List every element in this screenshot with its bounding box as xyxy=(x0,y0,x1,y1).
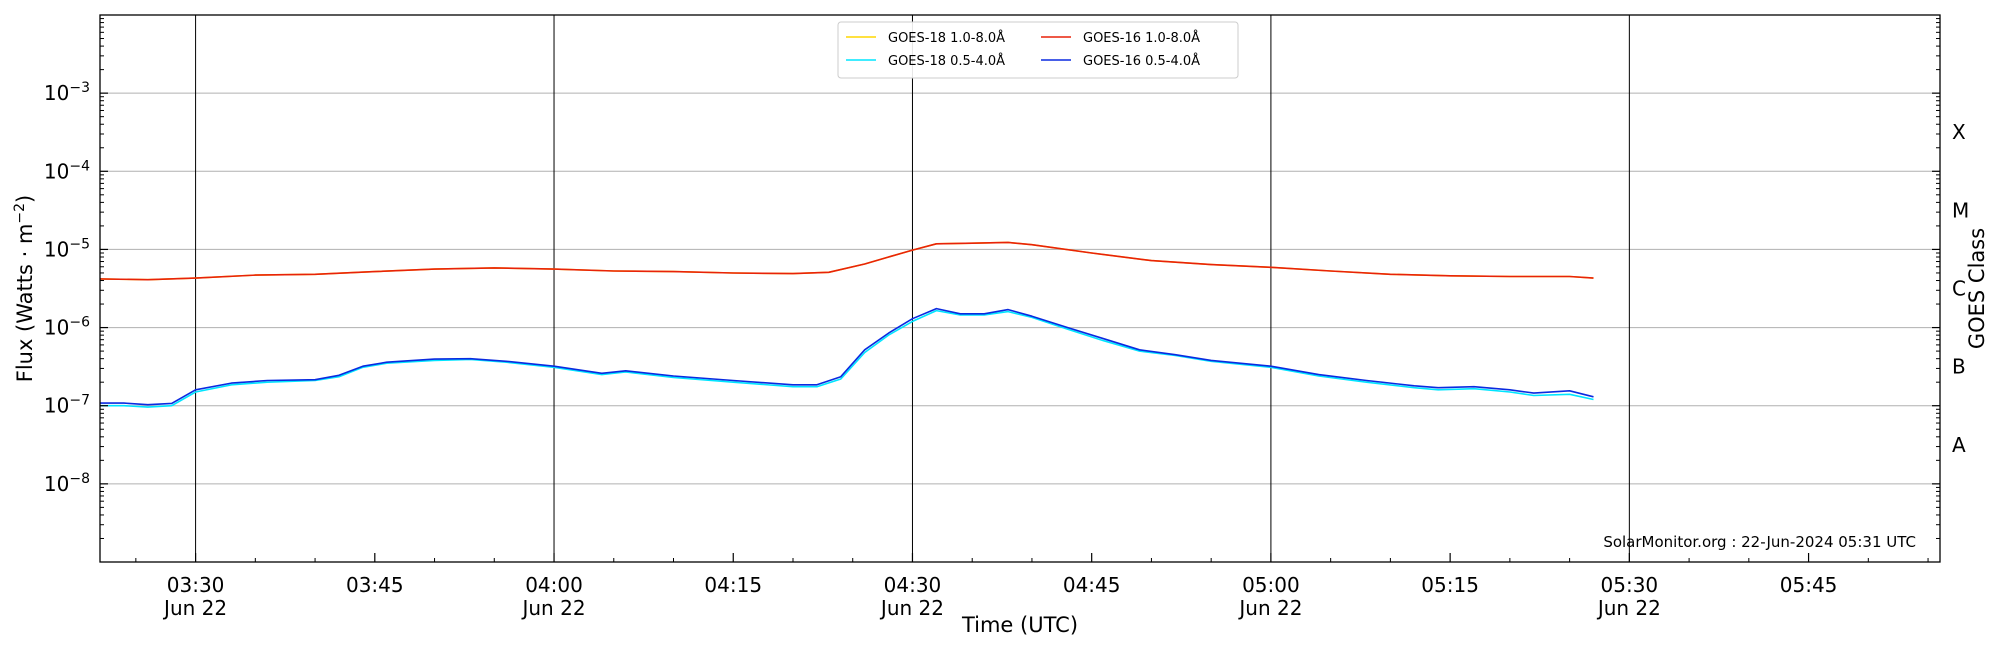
y-tick-exponent: −6 xyxy=(69,315,90,331)
y-tick-label: 10−6 xyxy=(44,315,90,340)
series-line xyxy=(100,309,1594,408)
x-tick-label: 05:15 xyxy=(1421,573,1479,597)
series-layer xyxy=(99,241,1594,408)
x-tick-label: 03:30 xyxy=(167,573,225,597)
x-tick-label: 04:30 xyxy=(884,573,942,597)
series-line xyxy=(99,241,1594,281)
y-tick-exponent: −3 xyxy=(69,80,90,96)
x-tick-date-label: Jun 22 xyxy=(162,596,227,620)
y-tick-exponent: −5 xyxy=(69,236,90,252)
y-tick-label: 10−4 xyxy=(44,158,90,183)
y-tick-exponent: −4 xyxy=(69,158,90,174)
y-tick-label: 10−3 xyxy=(44,80,90,105)
y-tick-base: 10 xyxy=(44,316,69,340)
y-axis-label: Flux (Watts · m−2) xyxy=(12,195,37,383)
x-tick-label: 04:15 xyxy=(704,573,762,597)
series-line xyxy=(100,307,1594,406)
y-tick-base: 10 xyxy=(44,394,69,418)
legend-entry-label: GOES-18 1.0-8.0Å xyxy=(888,30,1005,46)
y-axis-label-main: Flux (Watts · m xyxy=(13,224,37,383)
x-tick-label: 05:30 xyxy=(1601,573,1659,597)
goes-class-label: C xyxy=(1952,277,1966,301)
goes-class-label: M xyxy=(1952,198,1969,222)
credit-text: SolarMonitor.org : 22-Jun-2024 05:31 UTC xyxy=(1603,533,1916,551)
x-tick-date-label: Jun 22 xyxy=(879,596,944,620)
grid-layer xyxy=(100,15,1940,562)
y-tick-base: 10 xyxy=(44,81,69,105)
x-tick-date-label: Jun 22 xyxy=(520,596,585,620)
y-tick-label: 10−7 xyxy=(44,393,90,418)
y-tick-label: 10−8 xyxy=(44,471,90,496)
y-tick-exponent: −8 xyxy=(69,471,90,487)
plot-frame xyxy=(99,14,1941,563)
x-axis-label: Time (UTC) xyxy=(961,613,1078,637)
y-tick-exponent: −7 xyxy=(69,393,90,409)
x-tick-date-label: Jun 22 xyxy=(1596,596,1661,620)
x-tick-label: 05:00 xyxy=(1242,573,1300,597)
x-tick-label: 03:45 xyxy=(346,573,404,597)
legend: GOES-18 1.0-8.0Å GOES-18 0.5-4.0Å GOES-16 … xyxy=(837,21,1239,79)
x-tick-date-label: Jun 22 xyxy=(1237,596,1302,620)
y-axis-label-sup: −2 xyxy=(12,203,28,224)
legend-box xyxy=(837,21,1239,79)
goes-class-axis-label: GOES Class xyxy=(1965,228,1989,349)
legend-entry-label: GOES-16 0.5-4.0Å xyxy=(1083,53,1200,69)
x-tick-label: 04:45 xyxy=(1063,573,1121,597)
y-axis-label-close: ) xyxy=(13,195,37,203)
y-tick-base: 10 xyxy=(44,472,69,496)
y-tick-label: 10−5 xyxy=(44,236,90,261)
x-tick-label: 04:00 xyxy=(525,573,583,597)
goes-class-label: X xyxy=(1952,120,1966,144)
x-tick-label: 05:45 xyxy=(1780,573,1838,597)
goes-class-label: B xyxy=(1952,355,1966,379)
legend-entry-label: GOES-18 0.5-4.0Å xyxy=(888,53,1005,69)
y-tick-base: 10 xyxy=(44,237,69,261)
y-tick-base: 10 xyxy=(44,159,69,183)
legend-entry-label: GOES-16 1.0-8.0Å xyxy=(1083,30,1200,46)
goes-class-label: A xyxy=(1952,433,1966,457)
